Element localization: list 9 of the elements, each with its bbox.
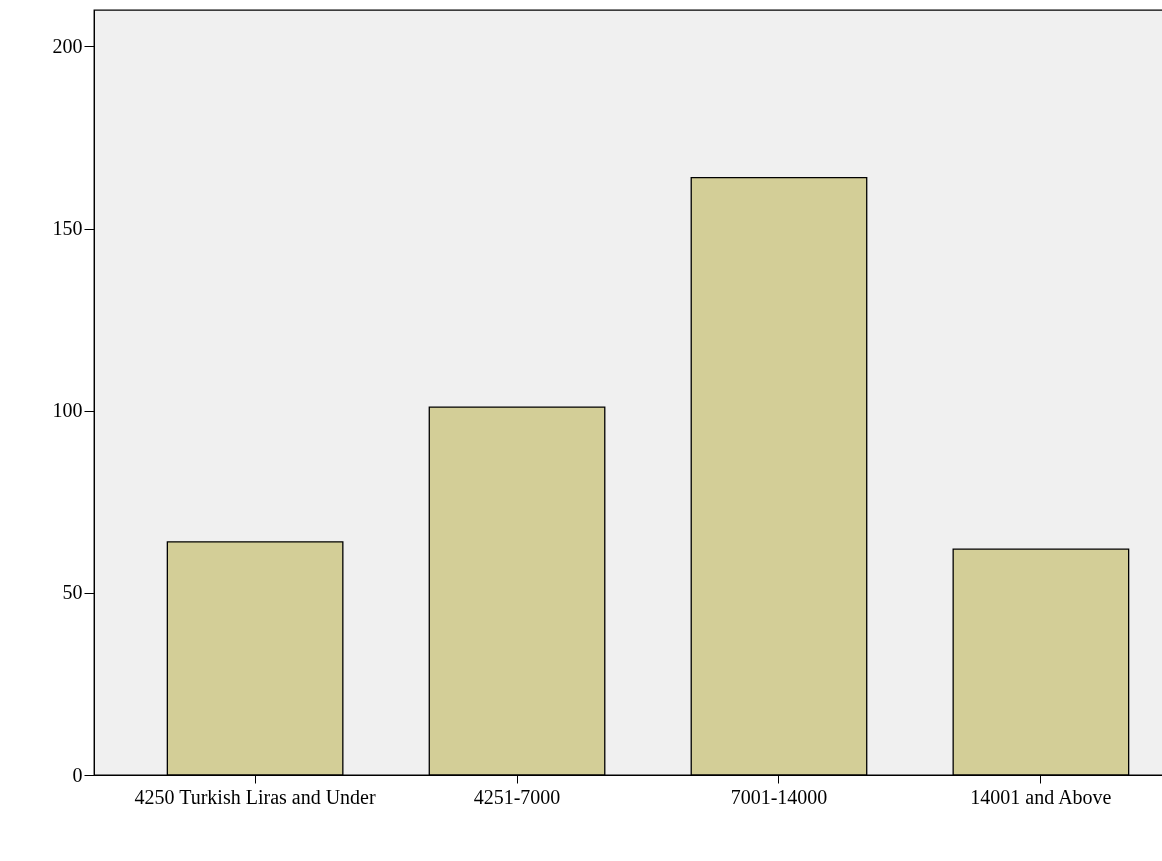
x-tick-label: 14001 and Above (970, 785, 1112, 808)
x-tick-label: 4250 Turkish Liras and Under (134, 785, 376, 808)
y-tick-label: 0 (72, 763, 83, 786)
y-tick-label: 200 (52, 34, 83, 57)
x-tick-label: 4251-7000 (473, 785, 561, 808)
y-tick-label: 100 (52, 399, 83, 422)
x-tick-label: 7001-14000 (730, 785, 828, 808)
y-tick-label: 150 (52, 217, 83, 240)
y-tick-label: 50 (62, 581, 83, 604)
